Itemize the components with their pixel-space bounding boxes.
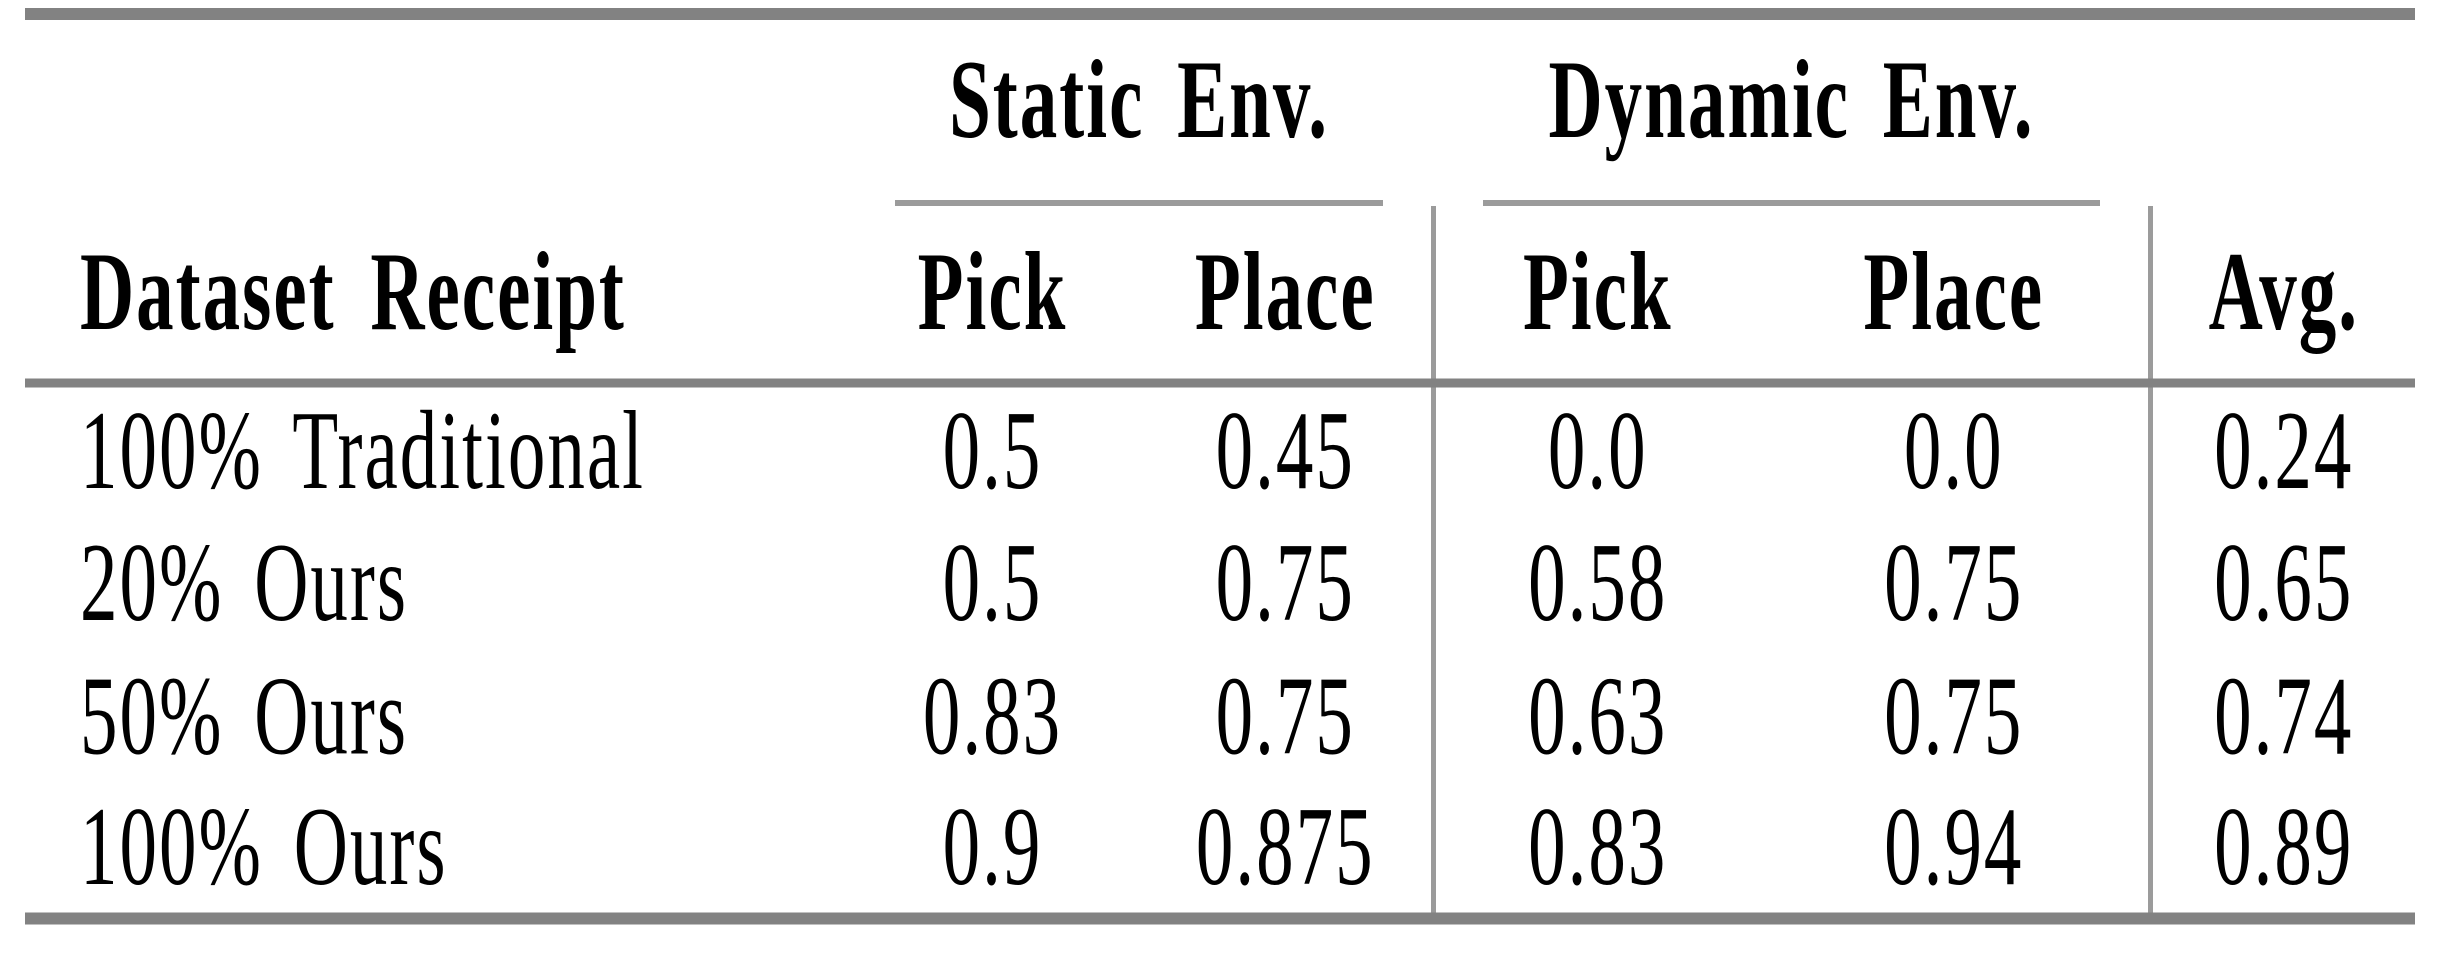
group-header-static-env: Static Env. bbox=[845, 14, 1433, 206]
col-header-avg: Avg. bbox=[2147, 206, 2416, 388]
col-header-static-pick: Pick bbox=[845, 206, 1140, 388]
group-header-row: Static Env. Dynamic Env. bbox=[25, 14, 2415, 206]
col-header-dataset-receipt: Dataset Receipt bbox=[25, 206, 845, 388]
table-row-50-ours: 50% Ours 0.83 0.75 0.63 0.75 0.74 bbox=[25, 650, 2416, 784]
row-label: 100% Traditional bbox=[80, 389, 645, 514]
cmidrule-dynamic bbox=[1483, 200, 2101, 206]
column-header-row: Dataset Receipt Pick Place Pick Place Av… bbox=[25, 206, 2416, 388]
cell-dynamic-pick: 0.58 bbox=[1430, 516, 1761, 650]
cell-static-place: 0.75 bbox=[1215, 653, 1355, 779]
cell-static-place: 0.45 bbox=[1215, 389, 1355, 514]
col-header-dynamic-place: Place bbox=[1760, 206, 2151, 388]
row-label: 50% Ours bbox=[80, 653, 409, 779]
cell-static-place: 0.75 bbox=[1215, 520, 1355, 645]
cell-static-pick: 0.5 bbox=[942, 520, 1043, 645]
group-header-dynamic-env: Dynamic Env. bbox=[1433, 14, 2150, 206]
paper-table-figure: Static Env. Dynamic Env. Dataset Receipt… bbox=[0, 8, 2440, 966]
cell-dynamic-pick: 0.63 bbox=[1430, 650, 1761, 784]
table-row-20-ours: 20% Ours 0.5 0.75 0.58 0.75 0.65 bbox=[25, 516, 2416, 650]
cell-avg: 0.89 bbox=[2147, 783, 2416, 919]
cell-avg: 0.65 bbox=[2147, 516, 2416, 650]
cell-static-place: 0.875 bbox=[1195, 785, 1375, 910]
results-table: Static Env. Dynamic Env. Dataset Receipt… bbox=[25, 8, 2416, 925]
cell-dynamic-pick: 0.83 bbox=[1430, 783, 1761, 919]
group-header-spacer-avg bbox=[2150, 14, 2415, 206]
group-label-static-env: Static Env. bbox=[949, 38, 1329, 163]
cell-dynamic-place: 0.75 bbox=[1884, 653, 2024, 779]
table-row-100-traditional: 100% Traditional 0.5 0.45 0.0 0.0 0.24 bbox=[25, 383, 2416, 517]
cell-static-pick: 0.9 bbox=[942, 785, 1043, 910]
cell-static-pick: 0.83 bbox=[922, 653, 1063, 779]
row-label: 100% Ours bbox=[80, 785, 448, 910]
group-label-dynamic-env: Dynamic Env. bbox=[1548, 38, 2035, 163]
cmidrule-static bbox=[895, 200, 1384, 206]
cell-static-pick: 0.5 bbox=[942, 389, 1043, 514]
col-header-static-place: Place bbox=[1140, 206, 1434, 388]
cell-dynamic-place: 0.75 bbox=[1884, 520, 2024, 645]
group-header-spacer bbox=[25, 14, 845, 206]
cell-avg: 0.74 bbox=[2147, 650, 2416, 784]
col-header-dynamic-pick: Pick bbox=[1430, 206, 1761, 388]
cell-dynamic-pick: 0.0 bbox=[1430, 383, 1761, 517]
cell-avg: 0.24 bbox=[2147, 383, 2416, 517]
row-label: 20% Ours bbox=[80, 520, 409, 645]
table-row-100-ours: 100% Ours 0.9 0.875 0.83 0.94 0.89 bbox=[25, 783, 2416, 919]
cell-dynamic-place: 0.94 bbox=[1884, 785, 2024, 910]
cell-dynamic-place: 0.0 bbox=[1903, 389, 2004, 514]
